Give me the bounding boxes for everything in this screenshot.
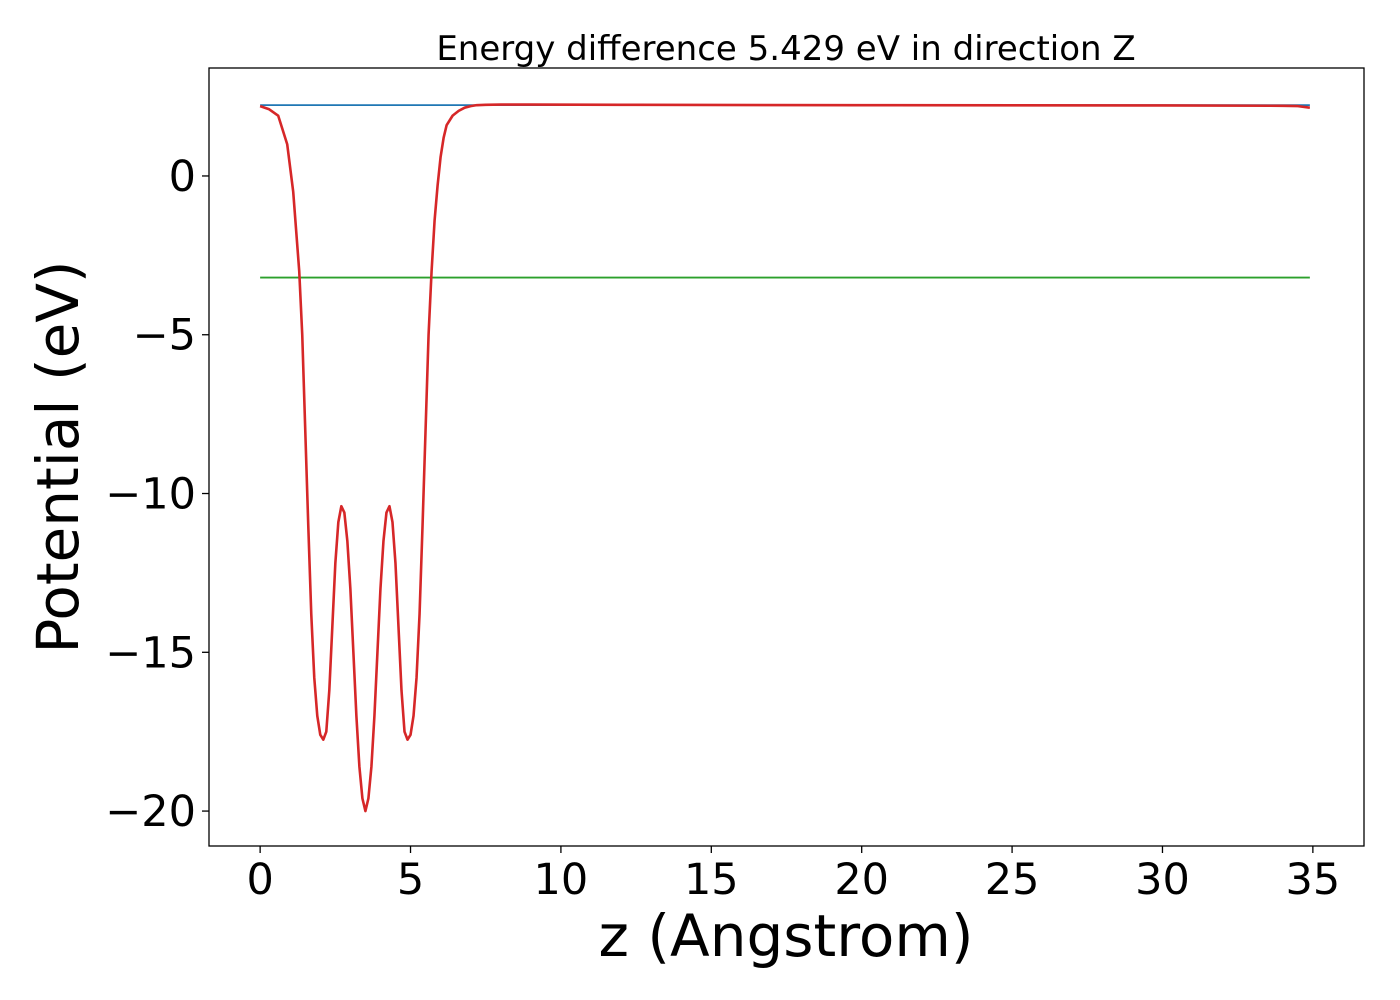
x-tick-label: 15 [684, 855, 739, 905]
y-axis-label: Potential (eV) [24, 260, 92, 653]
x-tick-label: 35 [1286, 855, 1341, 905]
x-axis: 0 5 10 15 20 25 30 35 [246, 846, 1340, 905]
y-tick-label: −20 [105, 787, 196, 837]
x-tick-label: 10 [534, 855, 589, 905]
plot-frame [208, 67, 1365, 847]
x-axis-label: z (Angstrom) [599, 902, 974, 970]
y-tick-label: −15 [105, 628, 196, 678]
y-tick-label: 0 [169, 152, 196, 202]
x-tick-label: 0 [246, 855, 273, 905]
y-tick-label: −10 [105, 470, 196, 520]
x-tick-label: 30 [1135, 855, 1190, 905]
series-line-3 [259, 103, 1311, 813]
x-tick-label: 5 [397, 855, 424, 905]
y-tick-label: −5 [133, 311, 196, 361]
chart-title: Energy difference 5.429 eV in direction … [436, 29, 1135, 69]
x-tick-label: 20 [834, 855, 889, 905]
x-tick-label: 25 [985, 855, 1040, 905]
series-layer [259, 103, 1311, 813]
y-axis: 0 −5 −10 −15 −20 [105, 152, 209, 837]
